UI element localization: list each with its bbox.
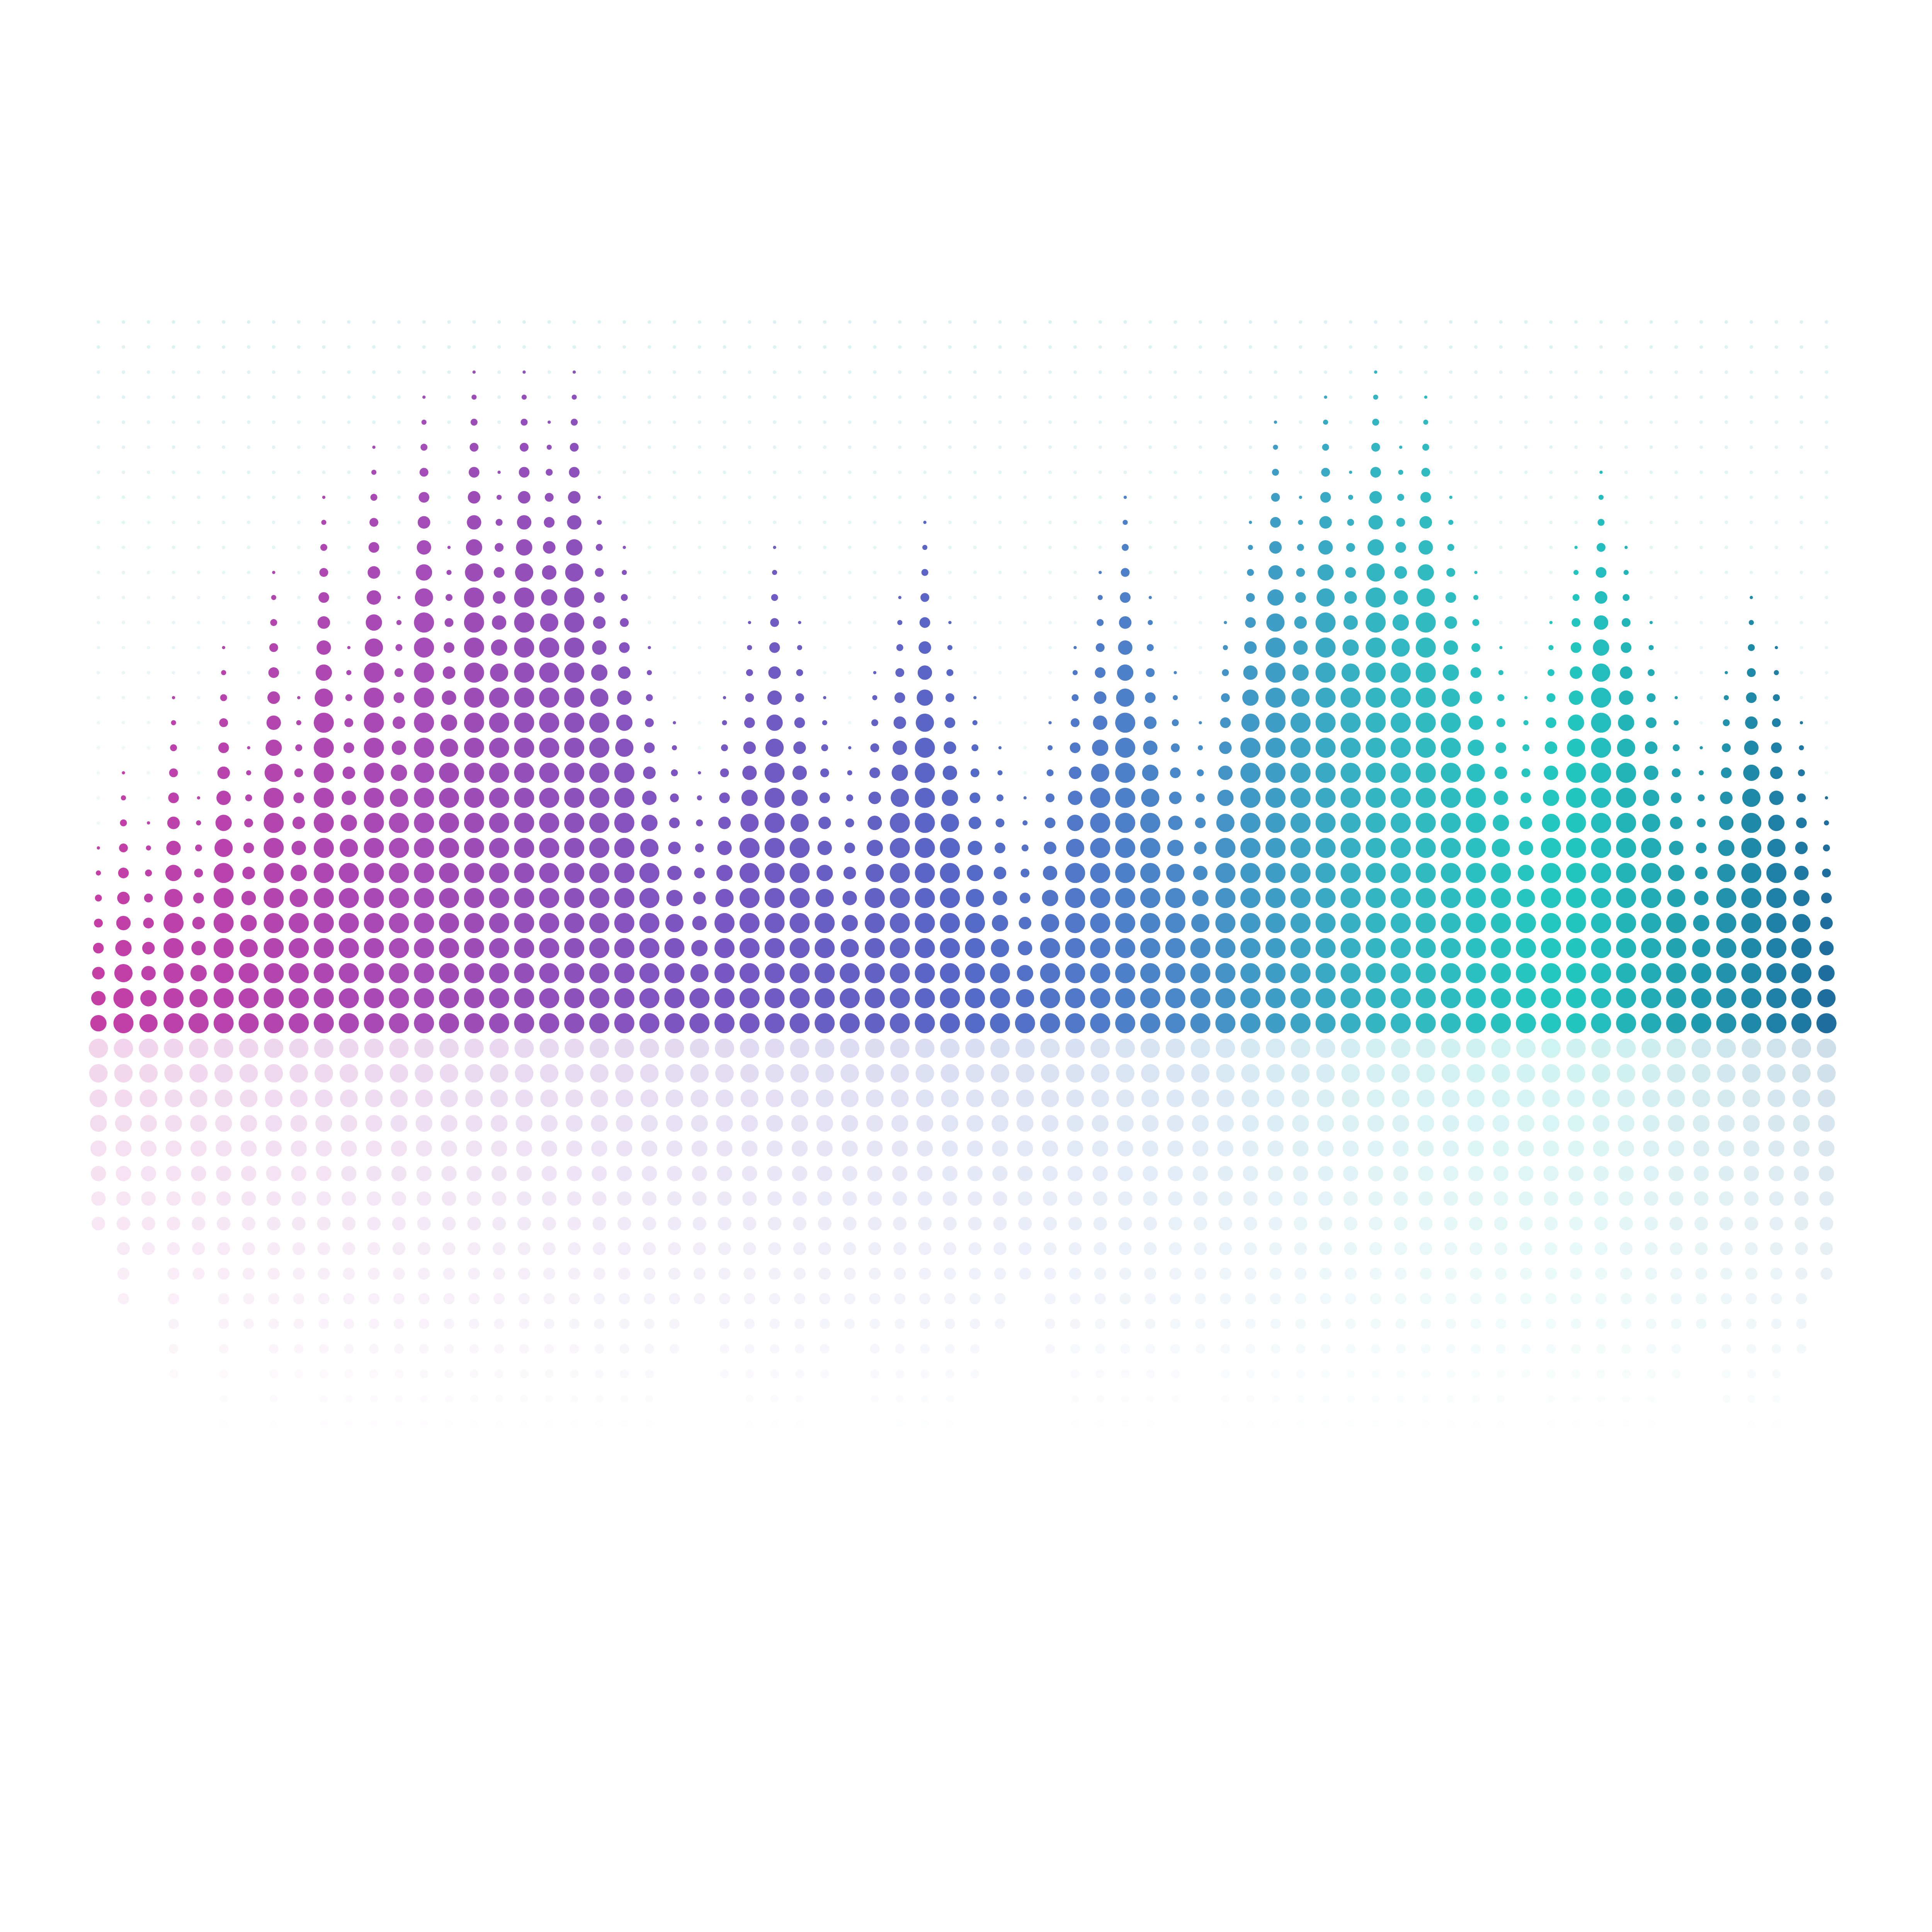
chart-background [0, 0, 1932, 1932]
equalizer-visualization [0, 0, 1932, 1932]
